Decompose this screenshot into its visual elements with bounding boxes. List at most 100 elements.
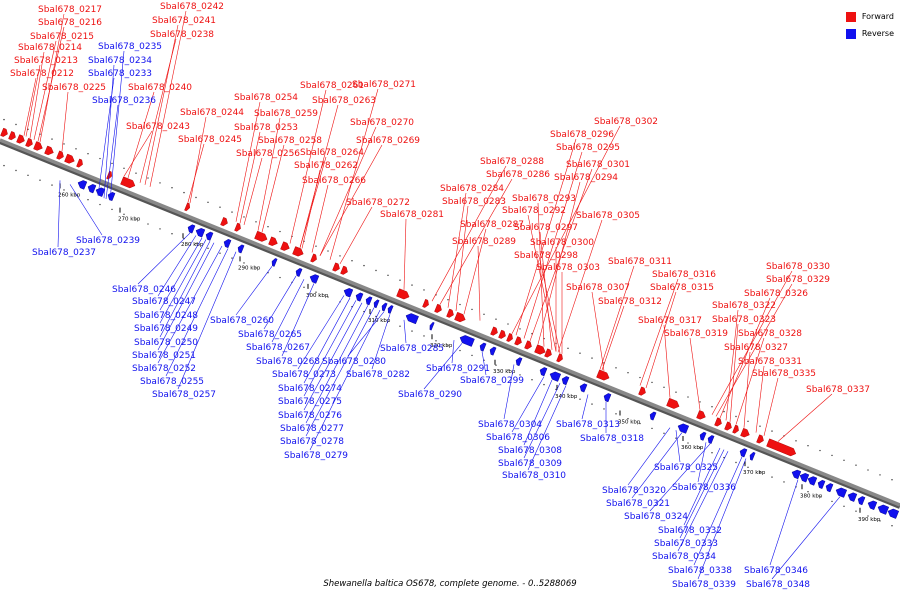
tick-label: 330 kbp bbox=[493, 369, 516, 375]
reverse-gene bbox=[295, 268, 303, 277]
reverse-gene-label: Sbal678_0265 bbox=[238, 330, 302, 340]
reverse-gene bbox=[373, 299, 380, 309]
forward-gene-label: Sbal678_0261 bbox=[300, 81, 364, 91]
forward-gene-leader bbox=[537, 202, 545, 347]
track-dot bbox=[711, 452, 713, 454]
forward-gene-leader bbox=[527, 214, 557, 352]
track-dot bbox=[123, 213, 125, 215]
track-dot bbox=[867, 469, 869, 471]
reverse-gene bbox=[223, 239, 232, 249]
track-dot bbox=[663, 432, 665, 434]
reverse-gene-leader bbox=[423, 343, 463, 390]
forward-gene-label: Sbal678_0295 bbox=[556, 143, 620, 153]
track-dot bbox=[195, 242, 197, 245]
track-dot bbox=[807, 444, 809, 447]
forward-gene-leader bbox=[261, 144, 285, 233]
reverse-gene-leader bbox=[159, 237, 203, 311]
forward-gene-leader bbox=[299, 156, 327, 248]
track-dot bbox=[627, 371, 629, 374]
track-dot bbox=[147, 223, 149, 225]
track-dot bbox=[15, 169, 17, 172]
track-dot bbox=[339, 255, 341, 257]
forward-gene-leader bbox=[523, 151, 583, 339]
reverse-gene-label: Sbal678_0346 bbox=[744, 566, 808, 576]
reverse-gene-label: Sbal678_0274 bbox=[278, 384, 342, 394]
forward-gene-label: Sbal678_0289 bbox=[452, 237, 516, 247]
forward-gene-label: Sbal678_0240 bbox=[128, 83, 192, 93]
track-dot bbox=[687, 442, 689, 444]
track-dot bbox=[99, 203, 101, 206]
track-dot bbox=[579, 352, 581, 354]
reverse-gene-leader bbox=[177, 251, 237, 390]
track-dot bbox=[63, 143, 65, 145]
reverse-gene-leader bbox=[403, 319, 407, 344]
forward-gene bbox=[76, 158, 83, 168]
forward-gene-leader bbox=[729, 323, 739, 423]
forward-gene bbox=[596, 369, 610, 381]
track-dot bbox=[831, 500, 833, 503]
forward-gene-leader bbox=[711, 270, 793, 415]
forward-gene-label: Sbal678_0245 bbox=[178, 135, 242, 145]
track-dot bbox=[459, 349, 461, 352]
forward-gene-label: Sbal678_0303 bbox=[536, 263, 600, 273]
reverse-gene-label: Sbal678_0348 bbox=[746, 580, 810, 590]
reverse-gene bbox=[539, 367, 548, 377]
legend-forward: Forward bbox=[845, 8, 894, 25]
track-dot bbox=[591, 357, 593, 359]
track-dot bbox=[171, 187, 173, 189]
reverse-gene-leader bbox=[677, 451, 729, 552]
forward-gene-leader bbox=[743, 351, 751, 428]
forward-gene-leader bbox=[455, 205, 469, 311]
reverse-gene-leader bbox=[523, 379, 553, 446]
reverse-gene-leader bbox=[57, 180, 61, 248]
forward-gene-label: Sbal678_0271 bbox=[352, 80, 416, 90]
forward-gene-label: Sbal678_0266 bbox=[302, 176, 366, 186]
reverse-gene bbox=[867, 500, 878, 510]
forward-gene-leader bbox=[537, 181, 581, 345]
reverse-gene-leader bbox=[97, 77, 115, 196]
forward-gene-leader bbox=[127, 91, 155, 178]
forward-gene-label: Sbal678_0253 bbox=[234, 123, 298, 133]
track-dot bbox=[243, 262, 245, 264]
forward-gene-leader bbox=[755, 365, 765, 433]
track-dot bbox=[699, 447, 701, 449]
forward-gene bbox=[0, 127, 8, 137]
track-dot bbox=[471, 354, 473, 357]
forward-gene bbox=[556, 353, 563, 363]
forward-gene-label: Sbal678_0216 bbox=[38, 18, 102, 28]
forward-gene-leader bbox=[645, 291, 677, 389]
forward-gene-label: Sbal678_0264 bbox=[300, 148, 364, 158]
tick-label: 260 kbp bbox=[58, 192, 81, 198]
forward-gene-label: Sbal678_0215 bbox=[30, 32, 94, 42]
reverse-gene bbox=[237, 244, 245, 254]
reverse-gene-label: Sbal678_0278 bbox=[280, 437, 344, 447]
tick-label: 340 kbp bbox=[555, 394, 578, 400]
reverse-gene-leader bbox=[263, 275, 297, 330]
forward-gene bbox=[524, 340, 532, 350]
forward-gene-label: Sbal678_0288 bbox=[480, 157, 544, 167]
reverse-gene-leader bbox=[523, 382, 561, 459]
reverse-gene-leader bbox=[371, 314, 391, 370]
reverse-gene-label: Sbal678_0279 bbox=[284, 451, 348, 461]
forward-gene-label: Sbal678_0327 bbox=[724, 343, 788, 353]
forward-gene-label: Sbal678_0270 bbox=[350, 118, 414, 128]
track-dot bbox=[735, 415, 737, 418]
tick-label: 290 kbp bbox=[238, 265, 261, 271]
forward-gene bbox=[234, 222, 241, 232]
forward-gene-label: Sbal678_0300 bbox=[530, 238, 594, 248]
reverse-gene bbox=[515, 357, 523, 367]
forward-gene-leader bbox=[243, 157, 263, 226]
tick-label: 370 kbp bbox=[743, 470, 766, 476]
forward-gene-label: Sbal678_0241 bbox=[152, 16, 216, 26]
forward-gene-label: Sbal678_0335 bbox=[752, 369, 816, 379]
reverse-gene-leader bbox=[347, 311, 385, 357]
reverse-gene-label: Sbal678_0275 bbox=[278, 397, 342, 407]
forward-gene-leader bbox=[39, 13, 65, 143]
track-dot bbox=[255, 221, 257, 223]
track-dot bbox=[627, 417, 629, 420]
track-dot bbox=[867, 515, 869, 517]
track-dot bbox=[3, 164, 5, 167]
reverse-gene-leader bbox=[305, 305, 369, 424]
track-dot bbox=[159, 228, 161, 230]
track-dot bbox=[243, 216, 245, 218]
